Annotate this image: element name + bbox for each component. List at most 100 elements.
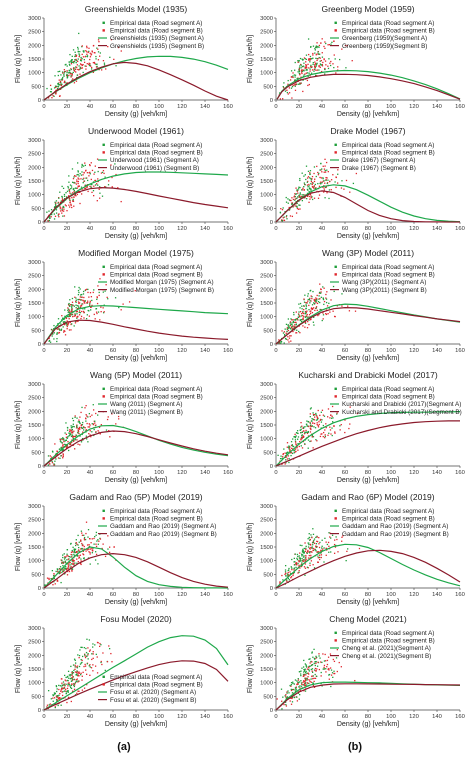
x-tick-label: 20 bbox=[296, 470, 302, 476]
point-segment-a bbox=[308, 319, 310, 321]
point-segment-a bbox=[73, 305, 75, 307]
point-segment-b bbox=[309, 66, 312, 68]
point-segment-a bbox=[75, 662, 77, 664]
y-tick-label: 2500 bbox=[260, 30, 273, 36]
point-segment-a bbox=[73, 62, 75, 64]
point-segment-b bbox=[68, 204, 70, 206]
point-segment-a bbox=[309, 665, 311, 667]
point-segment-b bbox=[98, 294, 100, 297]
point-segment-a bbox=[83, 58, 85, 61]
point-segment-b bbox=[336, 670, 338, 673]
point-segment-a bbox=[304, 58, 306, 60]
point-segment-a bbox=[300, 670, 302, 672]
point-segment-a bbox=[84, 300, 86, 302]
point-segment-b bbox=[59, 568, 61, 570]
point-segment-a bbox=[87, 536, 89, 538]
point-segment-b bbox=[88, 164, 91, 166]
point-segment-b bbox=[75, 300, 77, 302]
point-segment-b bbox=[61, 315, 63, 317]
point-segment-b bbox=[297, 61, 299, 63]
point-segment-b bbox=[305, 552, 308, 554]
point-segment-a bbox=[286, 451, 289, 453]
point-segment-b bbox=[304, 567, 307, 569]
y-tick-label: 1500 bbox=[260, 301, 273, 307]
point-segment-a bbox=[323, 668, 325, 670]
point-segment-a bbox=[309, 173, 311, 175]
point-segment-a bbox=[303, 551, 305, 553]
point-segment-b bbox=[329, 536, 331, 538]
point-segment-b bbox=[305, 64, 307, 66]
point-segment-a bbox=[51, 213, 53, 216]
x-tick-label: 0 bbox=[42, 592, 45, 598]
point-segment-b bbox=[65, 556, 67, 558]
legend-label: Empirical data (Road segment B) bbox=[110, 28, 203, 35]
chart-title: Gadam and Rao (6P) Model (2019) bbox=[301, 492, 434, 502]
point-segment-a bbox=[80, 56, 82, 59]
point-segment-a bbox=[77, 170, 79, 172]
point-segment-a bbox=[64, 560, 66, 562]
point-segment-b bbox=[342, 535, 344, 537]
point-segment-a bbox=[319, 301, 321, 304]
point-segment-a bbox=[296, 80, 298, 82]
point-segment-b bbox=[81, 532, 83, 534]
point-segment-b bbox=[309, 70, 311, 72]
point-segment-b bbox=[317, 197, 320, 199]
point-segment-b bbox=[80, 315, 83, 318]
point-segment-a bbox=[291, 326, 293, 328]
point-segment-a bbox=[300, 428, 302, 430]
point-segment-a bbox=[62, 215, 64, 217]
point-segment-b bbox=[292, 327, 294, 329]
point-segment-a bbox=[85, 647, 87, 650]
point-segment-a bbox=[294, 687, 297, 689]
point-segment-a bbox=[301, 172, 303, 174]
point-segment-b bbox=[82, 174, 84, 176]
point-segment-b bbox=[56, 453, 59, 456]
point-segment-a bbox=[315, 550, 317, 552]
point-segment-a bbox=[293, 693, 295, 696]
point-segment-a bbox=[291, 322, 293, 324]
point-segment-b bbox=[313, 180, 316, 183]
point-segment-b bbox=[325, 309, 328, 311]
point-segment-b bbox=[60, 83, 62, 86]
point-segment-b bbox=[302, 187, 304, 189]
point-segment-a bbox=[299, 560, 302, 562]
point-segment-b bbox=[89, 164, 91, 167]
point-segment-a bbox=[299, 83, 301, 85]
point-segment-a bbox=[303, 547, 305, 550]
point-segment-b bbox=[280, 208, 282, 210]
point-segment-a bbox=[277, 342, 280, 344]
point-segment-b bbox=[333, 552, 336, 554]
y-tick-label: 500 bbox=[31, 84, 41, 90]
point-segment-a bbox=[308, 670, 311, 672]
point-segment-b bbox=[323, 185, 325, 187]
point-segment-a bbox=[303, 670, 306, 672]
point-segment-a bbox=[298, 686, 300, 688]
x-tick-label: 0 bbox=[274, 470, 277, 476]
point-segment-b bbox=[294, 89, 297, 92]
x-tick-label: 100 bbox=[386, 226, 396, 232]
point-segment-a bbox=[54, 206, 56, 208]
point-segment-a bbox=[290, 573, 292, 575]
y-tick-label: 0 bbox=[270, 586, 273, 592]
point-segment-b bbox=[117, 187, 119, 189]
point-segment-a bbox=[297, 83, 299, 85]
point-segment-b bbox=[120, 309, 122, 311]
y-axis-label: Flow (q) [veh/h] bbox=[247, 401, 254, 449]
point-segment-b bbox=[329, 180, 331, 183]
point-segment-b bbox=[88, 426, 91, 428]
point-segment-a bbox=[85, 184, 87, 186]
point-segment-a bbox=[280, 342, 282, 344]
point-segment-a bbox=[57, 88, 59, 90]
point-segment-b bbox=[90, 542, 92, 544]
point-segment-a bbox=[70, 425, 72, 427]
point-segment-b bbox=[320, 556, 322, 559]
point-segment-b bbox=[295, 444, 297, 446]
point-segment-a bbox=[302, 59, 304, 61]
point-segment-b bbox=[294, 79, 296, 82]
point-segment-b bbox=[72, 61, 75, 63]
y-axis-label: Flow (q) [veh/h] bbox=[247, 157, 254, 205]
y-tick-label: 3000 bbox=[28, 626, 41, 632]
legend-label: Greenshields (1935) (Segment B) bbox=[110, 43, 204, 50]
point-segment-b bbox=[61, 198, 64, 200]
point-segment-b bbox=[310, 554, 312, 557]
